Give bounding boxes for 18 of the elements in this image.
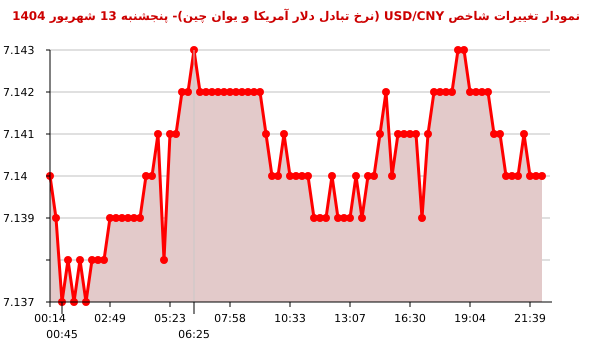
x-tick-label: 00:14 xyxy=(34,312,66,325)
x-tick-label: 05:23 xyxy=(154,312,186,325)
x-tick-label: 07:58 xyxy=(214,312,246,325)
x-tick-label: 06:25 xyxy=(178,328,210,341)
x-tick-label: 02:49 xyxy=(94,312,126,325)
x-tick-label: 00:45 xyxy=(46,328,78,341)
y-tick-label: 7.14 xyxy=(3,170,28,183)
y-tick-label: 7.139 xyxy=(3,212,34,225)
x-tick-label: 21:39 xyxy=(514,312,546,325)
chart-title: نمودار تغییرات شاخص USD/CNY (نرخ تبادل دلار آمریکا و یوان چین)- پنجشنبه 13 شهریور 1404 xyxy=(12,8,580,23)
x-tick-label: 10:33 xyxy=(274,312,306,325)
y-tick-label: 7.143 xyxy=(3,44,34,57)
y-tick-label: 7.141 xyxy=(3,128,34,141)
x-tick-label: 19:04 xyxy=(454,312,486,325)
y-tick-label: 7.142 xyxy=(3,86,34,99)
x-tick-label: 16:30 xyxy=(394,312,426,325)
y-tick-label: 7.137 xyxy=(3,296,34,309)
x-tick-label: 13:07 xyxy=(334,312,366,325)
